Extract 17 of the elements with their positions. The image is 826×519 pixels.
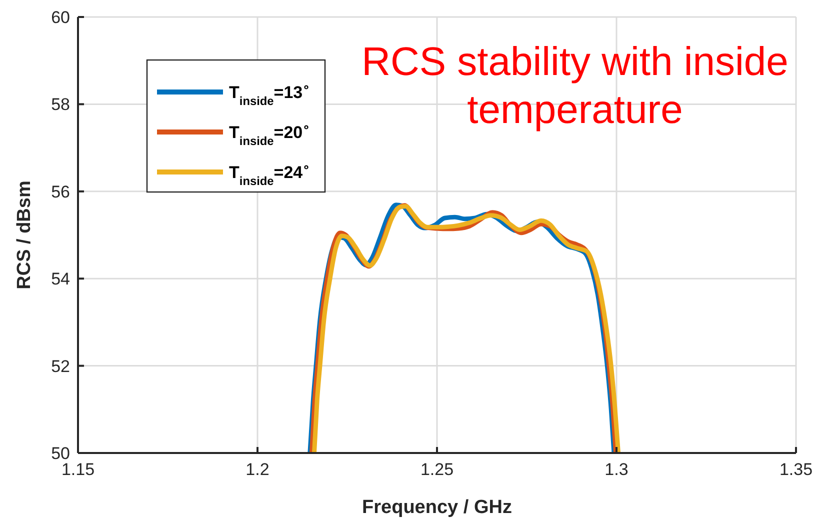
y-tick-label: 60 <box>51 8 70 27</box>
x-tick-label: 1.25 <box>420 460 454 479</box>
x-tick-label: 1.2 <box>246 460 270 479</box>
legend-label: T$_{inside}$=20$^{∘}$ <box>229 120 311 148</box>
x-tick-label: 1.3 <box>604 460 628 479</box>
x-tick-label: 1.35 <box>779 460 813 479</box>
y-tick-label: 58 <box>51 95 70 114</box>
x-axis-title: Frequency / GHz <box>362 497 512 518</box>
y-axis-title: RCS / dBsm <box>14 180 35 290</box>
y-tick-label: 56 <box>51 182 70 202</box>
y-tick-label: 54 <box>51 270 70 289</box>
legend-label: T$_{inside}$=24$^{∘}$ <box>229 160 311 188</box>
x-tick-label: 1.15 <box>61 460 95 479</box>
y-tick-label: 50 <box>51 444 70 463</box>
legend-label: T$_{inside}$=13$^{∘}$ <box>229 80 311 108</box>
y-tick-label: 52 <box>51 356 70 376</box>
text: RCS stability with inside temperature <box>362 40 788 132</box>
